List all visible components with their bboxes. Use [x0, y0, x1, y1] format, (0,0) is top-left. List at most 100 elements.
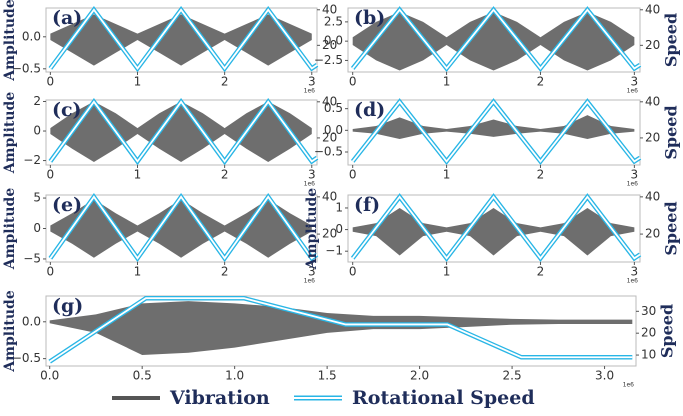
- y-tick-label: 0.0: [22, 29, 41, 43]
- y-tick-label: 0.5: [324, 101, 343, 115]
- y-tick-label: 0.0: [324, 34, 343, 48]
- x-tick-label: 3.0: [595, 369, 614, 383]
- y-tick-label: −0.5: [12, 61, 41, 75]
- x-offset: 1e6: [623, 382, 635, 389]
- x-tick-label: 0: [47, 265, 55, 279]
- vibration-band: [352, 207, 635, 256]
- y-axis-label: Amplitude: [2, 92, 18, 175]
- vibration-band: [50, 14, 312, 66]
- y-tick-label: −2.5: [314, 53, 343, 67]
- speed-line-core: [49, 8, 318, 70]
- x-offset: 1e6: [627, 88, 639, 95]
- y-axis-label: Amplitude: [304, 188, 320, 271]
- legend-label: Vibration: [169, 387, 270, 409]
- vibration-band: [50, 101, 312, 163]
- x-tick-label: 3: [631, 265, 639, 279]
- y2-tick-label: 40: [645, 2, 660, 16]
- x-tick-label: 1: [134, 265, 142, 279]
- y2-axis-label: Speed: [662, 13, 681, 67]
- y2-tick-label: 40: [322, 94, 337, 108]
- x-tick-label: 2: [221, 168, 229, 182]
- x-tick-label: 0: [349, 265, 357, 279]
- panel-label: (e): [52, 194, 82, 216]
- x-tick-label: 1: [443, 75, 451, 89]
- x-tick-label: 1: [134, 75, 142, 89]
- speed-line-core: [351, 8, 641, 70]
- y2-tick-label: 20: [645, 130, 660, 144]
- x-tick-label: 2: [537, 168, 545, 182]
- y2-axis-label: Speed: [662, 105, 681, 159]
- x-tick-label: 0.0: [40, 369, 59, 383]
- y-tick-label: 2: [33, 94, 41, 108]
- y-tick-label: 0: [33, 221, 41, 235]
- y-tick-label: −0.5: [314, 145, 343, 159]
- y2-tick-label: 20: [322, 227, 337, 241]
- y2-tick-label: 40: [322, 2, 337, 16]
- y-tick-label: 0: [33, 124, 41, 138]
- speed-line-core: [49, 100, 318, 163]
- x-offset: 1e6: [304, 88, 316, 95]
- x-tick-label: 1.5: [318, 369, 337, 383]
- x-tick-label: 0: [349, 75, 357, 89]
- x-tick-label: 0.5: [133, 369, 152, 383]
- y-tick-label: 2.5: [324, 14, 343, 28]
- x-tick-label: 2: [537, 75, 545, 89]
- vibration-band: [50, 199, 312, 258]
- y-tick-label: 1: [335, 200, 343, 214]
- y2-axis-label: Speed: [658, 304, 677, 358]
- y2-tick-label: 30: [641, 304, 656, 318]
- speed-line-core: [49, 195, 318, 260]
- y-tick-label: −2: [23, 153, 41, 167]
- y-axis-label: Amplitude: [2, 0, 18, 82]
- y-tick-label: 0: [335, 222, 343, 236]
- y2-tick-label: 20: [641, 326, 656, 340]
- y-axis-label: Amplitude: [2, 188, 18, 271]
- x-tick-label: 3: [631, 75, 639, 89]
- x-tick-label: 2: [221, 265, 229, 279]
- y2-tick-label: 20: [645, 38, 660, 52]
- y-tick-label: 5: [33, 191, 41, 205]
- speed-line-core: [49, 297, 633, 363]
- y2-tick-label: 40: [322, 189, 337, 203]
- y-tick-label: −5: [23, 251, 41, 265]
- x-tick-label: 0: [47, 168, 55, 182]
- x-tick-label: 3: [631, 168, 639, 182]
- y-tick-label: 0.0: [22, 314, 41, 328]
- x-tick-label: 1: [443, 168, 451, 182]
- y2-tick-label: 20: [322, 130, 337, 144]
- y2-tick-label: 40: [645, 189, 660, 203]
- vibration-band: [49, 301, 633, 355]
- legend: Vibration Rotational Speed: [112, 387, 535, 409]
- x-tick-label: 0: [349, 168, 357, 182]
- y2-tick-label: 20: [645, 227, 660, 241]
- x-offset: 1e6: [627, 278, 639, 285]
- x-tick-label: 2: [537, 265, 545, 279]
- x-tick-label: 3: [308, 75, 316, 89]
- x-tick-label: 3: [308, 168, 316, 182]
- panel-label: (g): [52, 295, 83, 317]
- x-tick-label: 1.0: [225, 369, 244, 383]
- speed-line-core: [351, 195, 641, 260]
- x-offset: 1e6: [304, 278, 316, 285]
- panel-label: (f): [354, 194, 380, 216]
- x-tick-label: 1: [443, 265, 451, 279]
- y-axis-label: Amplitude: [2, 290, 18, 373]
- legend-label: Rotational Speed: [352, 387, 535, 409]
- panel-label: (a): [52, 7, 82, 29]
- speed-line-core: [351, 100, 641, 163]
- y-tick-label: −1: [325, 244, 343, 258]
- y-tick-label: −0.5: [12, 351, 41, 365]
- x-offset: 1e6: [304, 181, 316, 188]
- x-tick-label: 1: [134, 168, 142, 182]
- y2-axis-label: Speed: [662, 201, 681, 255]
- x-offset: 1e6: [627, 181, 639, 188]
- x-tick-label: 0: [47, 75, 55, 89]
- panel-label: (d): [354, 99, 385, 121]
- panel-label: (c): [52, 99, 82, 121]
- x-tick-label: 2.5: [503, 369, 522, 383]
- y2-tick-label: 20: [322, 38, 337, 52]
- vibration-band: [352, 11, 635, 71]
- y-tick-label: 0.0: [324, 123, 343, 137]
- x-tick-label: 2.0: [410, 369, 429, 383]
